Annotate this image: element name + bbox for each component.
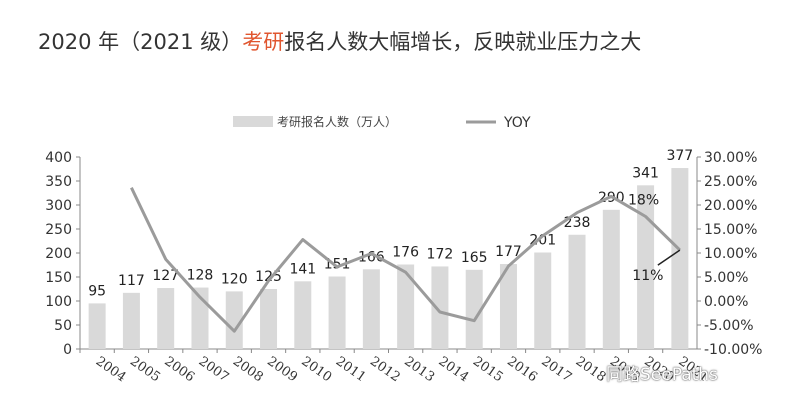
right-tick-label: -5.00% (704, 318, 754, 334)
annotation-label: 11% (632, 268, 663, 284)
x-tick-label: 2008 (230, 354, 266, 385)
annotation-label: 18% (628, 193, 659, 209)
legend-label-line: YOY (503, 115, 531, 131)
annotations: 18% 11% (628, 193, 681, 284)
bar (602, 209, 620, 349)
bar-value-label: 177 (495, 244, 522, 260)
left-tick-label: 200 (45, 246, 72, 262)
bar (568, 234, 586, 349)
x-tick-label: 2014 (436, 354, 472, 385)
watermark: 同路SeePaths (606, 365, 718, 385)
x-tick-label: 2010 (299, 354, 335, 385)
x-tick-label: 2007 (196, 354, 232, 385)
bar (260, 289, 278, 349)
right-tick-label: -10.00% (704, 342, 762, 358)
bar (637, 185, 655, 349)
left-tick-label: 300 (45, 198, 72, 214)
bar-value-label: 238 (564, 215, 591, 231)
annotation-leader-line (657, 249, 681, 266)
bar (671, 168, 689, 349)
page-title: 2020 年（2021 级）考研报名人数大幅增长，反映就业压力之大 (38, 26, 641, 56)
left-tick-label: 150 (45, 270, 72, 286)
right-tick-label: 30.00% (704, 150, 757, 166)
legend-label-bar: 考研报名人数（万人） (277, 114, 397, 129)
bar-value-label: 128 (187, 268, 214, 284)
legend: 考研报名人数（万人） YOY (233, 114, 531, 131)
x-tick-label: 2009 (264, 354, 300, 385)
bar (431, 266, 449, 349)
bar (362, 269, 380, 349)
yoy-line (130, 187, 681, 333)
bar (465, 269, 483, 349)
bar-value-label: 117 (118, 273, 145, 289)
left-tick-label: 350 (45, 174, 72, 190)
right-tick-label: 10.00% (704, 246, 757, 262)
bar-value-label: 166 (358, 249, 385, 265)
bar-value-label: 172 (427, 246, 454, 262)
bar (534, 252, 552, 349)
x-tick-label: 2006 (161, 354, 197, 385)
bar (499, 264, 517, 349)
left-tick-label: 0 (63, 342, 72, 358)
left-tick-label: 100 (45, 294, 72, 310)
right-tick-label: 5.00% (704, 270, 748, 286)
title-highlight: 考研 (242, 30, 285, 54)
title-suffix: 报名人数大幅增长，反映就业压力之大 (284, 30, 642, 54)
x-tick-label: 2015 (470, 354, 506, 385)
x-tick-label: 2011 (333, 354, 369, 385)
bar-value-label: 165 (461, 250, 488, 266)
right-tick-label: 15.00% (704, 222, 757, 238)
right-tick-label: 20.00% (704, 198, 757, 214)
right-tick-label: 0.00% (704, 294, 748, 310)
x-tick-label: 2004 (93, 354, 129, 385)
bar-value-label: 176 (392, 245, 419, 261)
bar-value-label: 120 (221, 271, 248, 287)
bar (225, 291, 243, 349)
line-series (130, 187, 681, 333)
x-tick-label: 2013 (401, 354, 437, 385)
x-tick-label: 2017 (538, 354, 574, 385)
bar (328, 276, 346, 349)
title-prefix: 2020 年（2021 级） (38, 30, 243, 54)
x-tick-label: 2005 (127, 354, 163, 385)
right-tick-label: 25.00% (704, 174, 757, 190)
bar (88, 303, 106, 349)
bar (157, 288, 175, 349)
x-tick-label: 2018 (573, 354, 609, 385)
bar-value-label: 341 (632, 165, 659, 181)
x-tick-label: 2012 (367, 354, 403, 385)
left-tick-label: 400 (45, 150, 72, 166)
bar-value-label: 127 (152, 268, 179, 284)
bar (294, 281, 312, 349)
bar-value-label: 141 (289, 261, 316, 277)
left-tick-label: 250 (45, 222, 72, 238)
bar-value-label: 201 (529, 233, 556, 249)
legend-swatch-bar (233, 116, 273, 127)
bar-value-label: 95 (88, 283, 106, 299)
bar-value-label: 377 (666, 148, 693, 164)
left-tick-label: 50 (54, 318, 72, 334)
x-tick-label: 2016 (504, 354, 540, 385)
bar-series (88, 168, 689, 349)
bar (397, 264, 415, 349)
bar (122, 292, 140, 349)
